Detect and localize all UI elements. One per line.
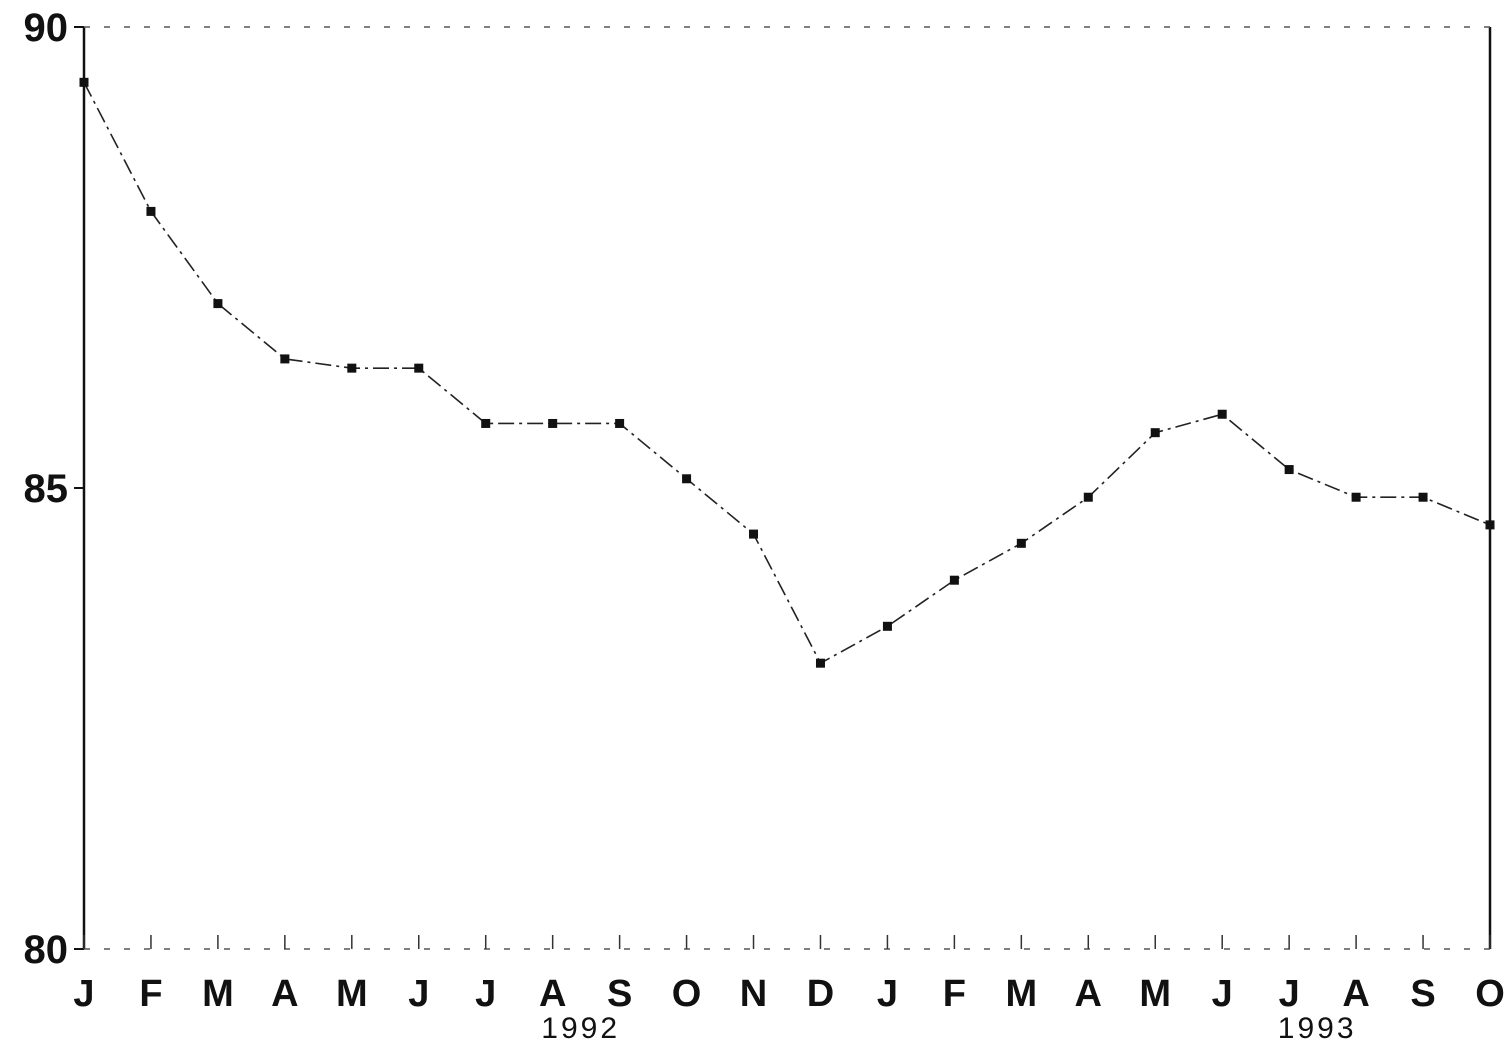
x-tick-label: A bbox=[271, 973, 298, 1015]
data-point bbox=[79, 77, 89, 87]
x-tick-label: J bbox=[475, 973, 496, 1015]
x-tick-label: A bbox=[539, 973, 566, 1015]
data-point bbox=[1284, 465, 1294, 475]
data-point bbox=[749, 529, 759, 539]
data-point bbox=[682, 474, 692, 484]
x-tick-label: J bbox=[73, 973, 94, 1015]
data-point bbox=[615, 418, 625, 428]
data-point bbox=[213, 299, 223, 309]
data-point bbox=[1485, 520, 1495, 530]
x-tick-label: M bbox=[202, 973, 234, 1015]
data-point bbox=[1083, 492, 1093, 502]
y-tick-label: 90 bbox=[24, 6, 69, 50]
x-tick-label: M bbox=[1139, 973, 1171, 1015]
data-point bbox=[949, 575, 959, 585]
series-line bbox=[83, 81, 1491, 665]
x-tick-label: A bbox=[1342, 973, 1369, 1015]
series-lines bbox=[83, 81, 1491, 665]
x-tick-label: J bbox=[1212, 973, 1233, 1015]
x-tick-label: M bbox=[336, 973, 368, 1015]
data-point bbox=[1418, 492, 1428, 502]
data-point bbox=[882, 621, 892, 631]
x-tick-label: F bbox=[139, 973, 162, 1015]
x-tick-label: S bbox=[607, 973, 632, 1015]
data-point bbox=[146, 206, 156, 216]
year-label: 1992 bbox=[541, 1012, 620, 1045]
year-labels: 1992 1993 bbox=[541, 1012, 1357, 1045]
x-tick-label: M bbox=[1006, 973, 1038, 1015]
data-point bbox=[1351, 492, 1361, 502]
data-point bbox=[1016, 538, 1026, 548]
x-tick-label: D bbox=[807, 973, 834, 1015]
x-tick-label: S bbox=[1410, 973, 1435, 1015]
x-tick-label: F bbox=[943, 973, 966, 1015]
axes bbox=[74, 26, 1492, 950]
data-point bbox=[1150, 428, 1160, 438]
data-point bbox=[280, 354, 290, 364]
data-point bbox=[815, 658, 825, 668]
year-label: 1993 bbox=[1278, 1012, 1357, 1045]
x-tick-label: N bbox=[740, 973, 767, 1015]
y-tick-label: 85 bbox=[24, 467, 69, 511]
series-points bbox=[79, 77, 1495, 668]
data-point bbox=[347, 363, 357, 373]
data-point bbox=[481, 418, 491, 428]
data-point bbox=[1217, 409, 1227, 419]
data-point bbox=[548, 418, 558, 428]
data-point bbox=[414, 363, 424, 373]
x-tick-label: J bbox=[408, 973, 429, 1015]
x-tick-label: J bbox=[1279, 973, 1300, 1015]
y-tick-labels: 80 85 90 bbox=[24, 6, 69, 972]
x-tick-label: O bbox=[1475, 973, 1505, 1015]
x-tick-label: A bbox=[1075, 973, 1102, 1015]
x-tick-label: J bbox=[877, 973, 898, 1015]
x-tick-label: O bbox=[672, 973, 702, 1015]
y-tick-label: 80 bbox=[24, 928, 69, 972]
